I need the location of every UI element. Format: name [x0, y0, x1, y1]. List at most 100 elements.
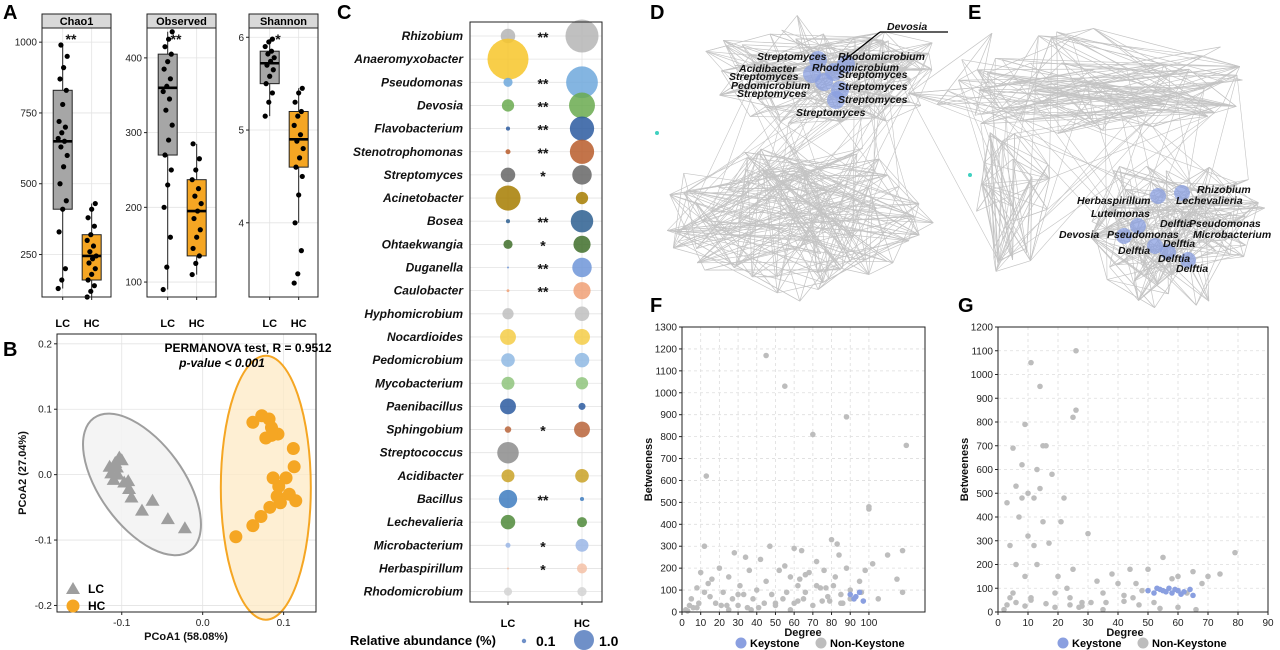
non-keystone-point — [1070, 566, 1076, 573]
non-keystone-point — [1049, 471, 1055, 478]
scatter-ytick-label: 600 — [660, 476, 677, 487]
box-point — [89, 271, 95, 277]
non-keystone-point — [737, 582, 743, 589]
network-e-edge — [1162, 95, 1171, 112]
network-d-edge — [676, 121, 842, 233]
scatter-ytick-label: 1100 — [655, 366, 677, 377]
scatter-xtick-label: 40 — [1112, 618, 1124, 629]
network-d-edge — [799, 153, 858, 248]
network-d-edge — [705, 45, 727, 52]
bubble-hc — [573, 282, 591, 300]
facet-frame — [41, 13, 112, 298]
network-e-edge — [1093, 166, 1120, 231]
network-d-edge — [677, 197, 855, 242]
network-d-edge — [735, 172, 784, 266]
non-keystone-point — [716, 565, 723, 571]
non-keystone-point — [1151, 599, 1157, 606]
network-e-edge — [995, 57, 1240, 67]
network-e-label: Pseudomonas — [1107, 229, 1179, 241]
network-e-edge — [1014, 112, 1146, 134]
network-e-edge — [1112, 181, 1152, 209]
facet-title: Shannon — [260, 16, 307, 28]
network-e-edge — [976, 33, 993, 70]
network-d-edge — [669, 157, 748, 195]
network-d-edge — [710, 211, 778, 294]
network-e-edge — [993, 176, 1033, 259]
network-e-edge — [961, 59, 1017, 217]
non-keystone-point — [1103, 599, 1109, 606]
non-keystone-point — [684, 608, 691, 614]
legend-keystone-marker — [735, 637, 747, 649]
non-keystone-point — [731, 550, 738, 556]
keystone-point — [1187, 586, 1193, 593]
bubble-hc — [574, 421, 590, 438]
network-e-edge — [992, 197, 1013, 207]
box-point — [165, 182, 171, 188]
non-keystone-point — [1007, 542, 1013, 549]
network-d-edge — [676, 158, 880, 233]
keystone-point — [1166, 585, 1172, 592]
box-point — [62, 266, 68, 272]
bubble-lc — [500, 514, 516, 530]
non-keystone-point — [791, 545, 797, 552]
network-d-edge — [887, 174, 934, 223]
network-d-edge — [789, 145, 855, 199]
non-keystone-point — [763, 352, 769, 359]
network-e-edge — [1071, 37, 1127, 70]
network-e-edge — [1087, 81, 1094, 124]
network-d-label: Streptomyces — [838, 81, 908, 93]
box-point — [267, 73, 273, 79]
network-e-edge — [1117, 253, 1240, 266]
box-point — [194, 234, 200, 240]
legend-hc-marker — [66, 599, 80, 613]
network-d-edge — [695, 201, 735, 268]
non-keystone-point — [899, 589, 906, 596]
significance-mark: ** — [538, 261, 549, 277]
network-e-edge — [1168, 75, 1171, 97]
bubble-lc — [501, 353, 515, 367]
box-point — [162, 44, 168, 50]
box-point — [57, 76, 63, 82]
network-d-edge — [719, 54, 751, 96]
hc-point — [273, 496, 287, 510]
network-e-edge — [1106, 279, 1155, 308]
box-point — [197, 227, 203, 233]
box-point — [86, 260, 92, 266]
panel-letter-d: D — [650, 2, 664, 24]
box-point — [161, 66, 167, 72]
lc-point — [122, 482, 137, 495]
network-e-edge — [1001, 59, 1145, 255]
non-keystone-point — [782, 563, 788, 569]
network-d-label: Acidibacter — [738, 63, 797, 75]
network-e-edge — [936, 62, 1031, 105]
network-d-edge — [928, 53, 933, 70]
box-point — [58, 42, 64, 48]
non-keystone-point — [1085, 530, 1091, 537]
network-e-edge — [1030, 81, 1088, 261]
bubble-hc — [575, 377, 589, 390]
network-e-edge — [999, 37, 1072, 109]
box-point — [85, 277, 91, 283]
bubble-hc — [579, 496, 585, 502]
network-d-edge — [733, 64, 835, 268]
box-point — [263, 81, 269, 87]
network-e-edge — [981, 183, 1031, 261]
network-e-edge — [989, 135, 1013, 260]
non-keystone-point — [703, 473, 710, 479]
box-point — [291, 280, 297, 286]
network-e-edge — [1092, 218, 1215, 237]
network-d-edge — [808, 186, 900, 242]
network-d-edge — [875, 67, 908, 119]
network-e-edge — [987, 28, 1094, 74]
box-point — [296, 192, 302, 198]
network-e-edge — [991, 188, 1014, 207]
non-keystone-point — [1034, 561, 1040, 568]
network-e-label: Rhizobium — [1197, 184, 1251, 196]
taxon-label: Pedomicrobium — [372, 353, 463, 367]
non-keystone-point — [1010, 590, 1016, 596]
scatter-ytick-label: 300 — [660, 542, 677, 553]
network-d-edge — [704, 215, 915, 271]
network-e-edge — [976, 69, 1001, 109]
non-keystone-point — [709, 576, 715, 582]
box-point — [169, 122, 175, 128]
